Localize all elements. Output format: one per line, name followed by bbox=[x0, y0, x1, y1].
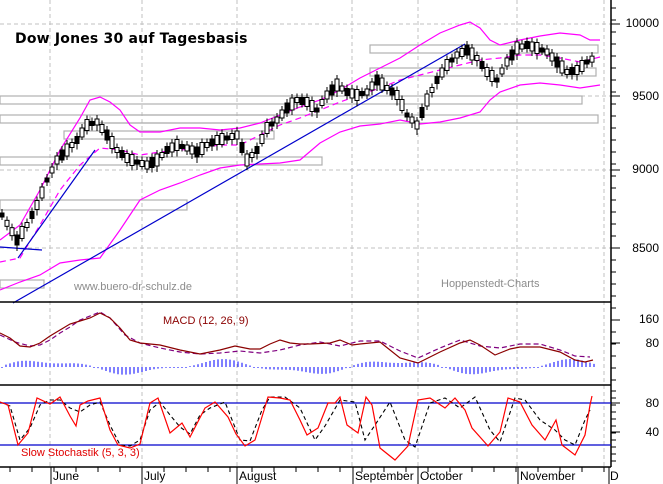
month-label-october: October bbox=[420, 469, 463, 483]
watermark-right: Hoppenstedt-Charts bbox=[441, 278, 540, 290]
macd-histogram bbox=[1, 359, 595, 375]
support-resistance-zones bbox=[0, 44, 599, 289]
price-label-9500: 9500 bbox=[632, 89, 659, 103]
bollinger-middle bbox=[0, 54, 601, 263]
bollinger-upper bbox=[0, 21, 600, 241]
bollinger-bands bbox=[0, 21, 601, 291]
month-label-august: August bbox=[239, 469, 277, 483]
trendlines bbox=[0, 43, 466, 304]
stoch-k-line bbox=[0, 395, 593, 461]
macd-signal-line bbox=[0, 311, 591, 359]
price-label-9000: 9000 bbox=[632, 162, 659, 176]
chart-title: Dow Jones 30 auf Tagesbasis bbox=[15, 31, 248, 47]
stoch-label-80: 80 bbox=[645, 396, 659, 410]
watermark-left: www.buero-dr-schulz.de bbox=[74, 281, 192, 293]
macd-line bbox=[0, 312, 594, 364]
macd-panel bbox=[0, 311, 595, 375]
price-label-10000: 10000 bbox=[625, 16, 659, 30]
macd-label: MACD (12, 26, 9) bbox=[163, 315, 249, 327]
stoch-label-40: 40 bbox=[645, 425, 659, 439]
stochastic-label: Slow Stochastik (5, 3, 3) bbox=[21, 447, 140, 459]
grid-lines bbox=[0, 0, 611, 467]
y-axis-ticks bbox=[611, 7, 620, 462]
month-label-july: July bbox=[144, 469, 166, 483]
month-label-november: November bbox=[520, 469, 576, 483]
macd-label-80: 80 bbox=[645, 336, 659, 350]
month-label-december: D bbox=[610, 469, 619, 483]
month-label-june: June bbox=[53, 469, 80, 483]
month-label-september: September bbox=[355, 469, 414, 483]
candlesticks bbox=[0, 37, 595, 251]
macd-label-160: 160 bbox=[638, 312, 659, 326]
stoch-d-line bbox=[0, 396, 591, 448]
panel-borders bbox=[0, 0, 612, 468]
stochastic-panel bbox=[0, 395, 611, 461]
x-axis-ticks bbox=[9, 467, 610, 484]
bollinger-lower bbox=[0, 82, 601, 291]
price-label-8500: 8500 bbox=[632, 241, 659, 255]
